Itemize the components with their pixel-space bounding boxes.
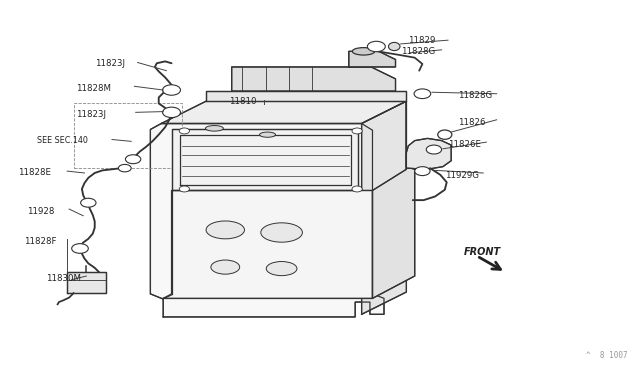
Ellipse shape [438, 130, 452, 140]
Text: 11828F: 11828F [24, 237, 57, 246]
Polygon shape [161, 101, 406, 124]
Ellipse shape [352, 48, 375, 55]
Circle shape [415, 167, 430, 176]
Text: 11828G: 11828G [458, 92, 493, 100]
Ellipse shape [266, 262, 297, 276]
Circle shape [367, 41, 385, 52]
Text: 11810: 11810 [229, 97, 257, 106]
Polygon shape [232, 67, 396, 91]
Text: SEE SEC.140: SEE SEC.140 [37, 136, 88, 145]
Ellipse shape [388, 42, 400, 51]
Circle shape [414, 89, 431, 99]
Polygon shape [406, 138, 451, 169]
Polygon shape [362, 101, 406, 314]
Ellipse shape [206, 221, 244, 239]
Ellipse shape [205, 126, 223, 131]
Text: 11928: 11928 [27, 207, 54, 216]
Text: 11823J: 11823J [76, 110, 106, 119]
Ellipse shape [260, 132, 275, 137]
Text: 11828M: 11828M [76, 84, 111, 93]
Circle shape [163, 107, 180, 118]
Text: 11828E: 11828E [18, 169, 51, 177]
Circle shape [179, 128, 189, 134]
Text: 11829: 11829 [408, 36, 436, 45]
Circle shape [179, 186, 189, 192]
Circle shape [163, 85, 180, 95]
Circle shape [426, 145, 442, 154]
Circle shape [81, 198, 96, 207]
Circle shape [352, 128, 362, 134]
Text: 11826E: 11826E [448, 140, 481, 149]
Polygon shape [150, 124, 384, 317]
Polygon shape [67, 272, 106, 293]
Polygon shape [206, 91, 406, 101]
Circle shape [352, 186, 362, 192]
Polygon shape [172, 129, 358, 190]
Text: 11929G: 11929G [445, 171, 479, 180]
Ellipse shape [261, 223, 303, 242]
Text: 11830M: 11830M [46, 274, 81, 283]
Ellipse shape [211, 260, 239, 274]
Text: FRONT: FRONT [463, 247, 500, 257]
Polygon shape [372, 101, 415, 298]
Circle shape [72, 244, 88, 253]
Polygon shape [349, 51, 396, 67]
Circle shape [125, 155, 141, 164]
Text: ^  8 1007: ^ 8 1007 [586, 351, 627, 360]
Text: 11823J: 11823J [95, 60, 125, 68]
Polygon shape [163, 190, 372, 298]
Text: 11826: 11826 [458, 118, 486, 126]
Text: 11828G: 11828G [401, 47, 435, 56]
Circle shape [118, 164, 131, 172]
